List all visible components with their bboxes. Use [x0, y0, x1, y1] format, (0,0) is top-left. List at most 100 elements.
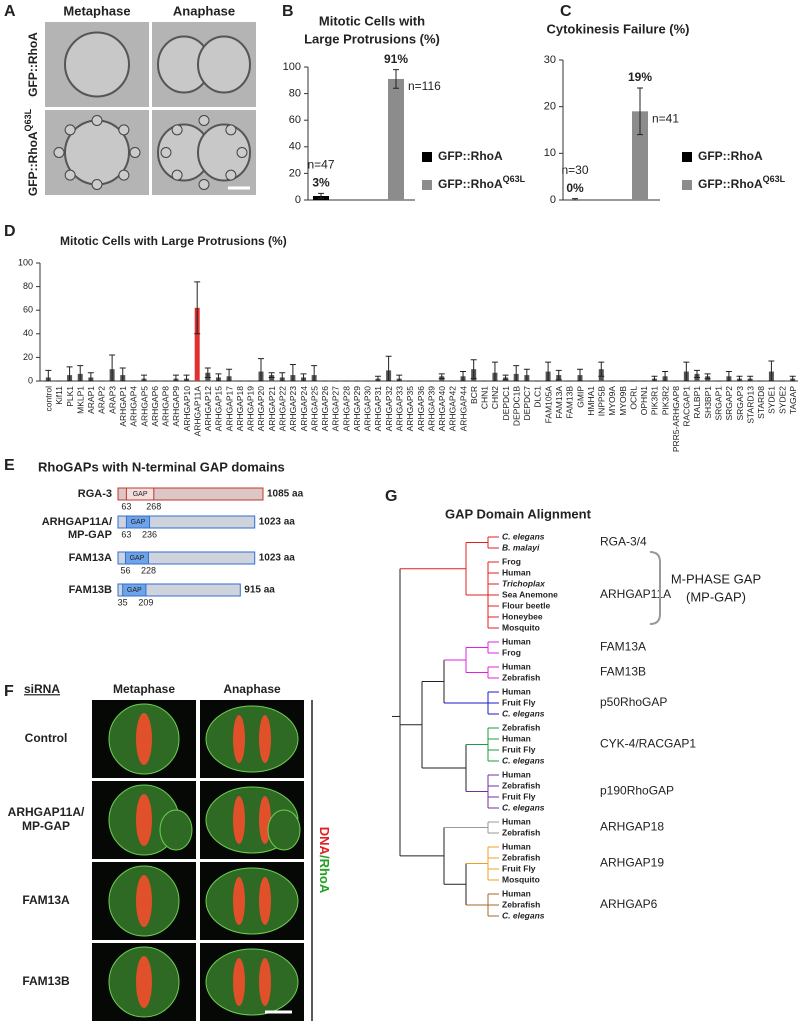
x-tick-label: PIK3R2 — [660, 386, 670, 416]
clade-label: ARHGAP18 — [600, 820, 664, 834]
row-label-text: GFP::RhoA — [26, 32, 40, 97]
error-bar — [789, 375, 796, 382]
y-tick-label: 30 — [544, 54, 556, 66]
bleb — [198, 179, 210, 190]
x-tick-label: HMHA1 — [586, 386, 596, 416]
x-tick-label: ARHGAP24 — [299, 386, 309, 432]
x-tick-label: CHN1 — [480, 386, 490, 409]
chromosomes — [259, 958, 271, 1006]
leaf-label: Zebrafish — [502, 827, 540, 837]
x-tick-label: DEPDC1B — [511, 386, 521, 426]
error-bar — [268, 372, 275, 378]
error-bar — [318, 192, 324, 200]
annotation: n=41 — [652, 112, 679, 126]
end-label: 236 — [142, 529, 157, 539]
leaf-label: Mosquito — [502, 622, 540, 632]
x-tick-label: BCR — [469, 386, 479, 404]
leaf-label: Frog — [502, 647, 521, 657]
x-tick-label: PLK1 — [65, 386, 75, 407]
x-tick-label: SH3BP1 — [703, 386, 713, 419]
leaf-label: Fruit Fly — [502, 744, 536, 754]
protein-bar — [117, 551, 256, 565]
x-tick-label: RACGAP1 — [682, 386, 692, 427]
chart-title: Cytokinesis Failure (%) — [546, 21, 689, 36]
error-bar — [736, 375, 743, 382]
length-label: 1085 aa — [267, 489, 304, 500]
chromosomes — [136, 713, 152, 765]
start-label: 63 — [121, 501, 131, 511]
x-tick-label: DLC1 — [533, 386, 543, 408]
x-tick-label: ARHGAP28 — [341, 386, 351, 432]
x-tick-label: RALBP1 — [692, 386, 702, 419]
leaf-label: Human — [502, 888, 531, 898]
chromosomes — [136, 956, 152, 1008]
bleb — [159, 809, 193, 851]
bleb — [129, 147, 141, 158]
clade-label: ARHGAP19 — [600, 856, 664, 870]
chromosomes — [259, 715, 271, 763]
leaf-label: Zebrafish — [502, 722, 540, 732]
error-bar — [183, 374, 190, 382]
protein-name: RGA-3 — [78, 488, 112, 500]
clade-label: ARHGAP6 — [600, 897, 658, 911]
legend-label: GFP::RhoAQ63L — [438, 174, 526, 191]
end-label: 209 — [138, 597, 153, 607]
y-tick-label: 100 — [283, 61, 301, 73]
stain-text: /RhoA — [317, 855, 332, 894]
bleb — [198, 115, 210, 126]
chromosomes — [136, 875, 152, 927]
leaf-label: C. elegans — [502, 708, 545, 718]
row-label: FAM13A — [22, 893, 70, 907]
x-tick-label: TAGAP — [788, 386, 798, 415]
x-tick-label: ARHGAP20 — [256, 386, 266, 432]
error-bar — [545, 361, 552, 382]
bleb — [91, 115, 103, 126]
x-tick-label: ARAP3 — [107, 386, 117, 414]
error-bar — [279, 372, 286, 382]
error-bar — [725, 371, 732, 382]
leaf-label: Human — [502, 769, 531, 779]
chromosomes — [233, 796, 245, 844]
error-bar — [693, 369, 700, 378]
x-tick-label: DEPDC1 — [501, 386, 511, 421]
x-tick-label: SYDE1 — [767, 386, 777, 414]
bar — [632, 111, 648, 200]
y-tick-label: 80 — [289, 88, 301, 100]
bleb — [171, 169, 183, 181]
x-tick-label: ARHGAP25 — [309, 386, 319, 432]
leaf-label: Zebrafish — [502, 899, 540, 909]
row-label: GFP::RhoA — [26, 32, 40, 97]
legend-name: GFP::RhoA — [438, 177, 503, 191]
x-tick-label: FAM13B — [565, 386, 575, 419]
error-bar — [438, 373, 445, 380]
error-bar — [204, 367, 211, 378]
error-bar — [651, 375, 658, 382]
y-tick-label: 20 — [289, 167, 301, 179]
end-label: 268 — [146, 501, 161, 511]
error-bar — [460, 371, 467, 382]
leaf-label: Human — [502, 841, 531, 851]
bar — [194, 307, 200, 381]
bracket-label: (MP-GAP) — [686, 589, 746, 604]
x-tick-label: ARHGAP21 — [267, 386, 277, 432]
error-bar — [226, 368, 233, 382]
chromosomes — [136, 794, 152, 846]
length-label: 1023 aa — [259, 553, 296, 564]
x-tick-label: ARHGAP40 — [437, 386, 447, 432]
stain-text: DNA — [317, 827, 332, 856]
bleb — [64, 124, 76, 136]
error-bar — [768, 360, 775, 382]
annotation: n=30 — [561, 163, 588, 177]
x-tick-label: ARHGAP44 — [458, 386, 468, 432]
value-label: 0% — [566, 181, 584, 195]
legend-superscript: Q63L — [503, 174, 526, 184]
legend-name: GFP::RhoA — [438, 149, 503, 163]
x-tick-label: ARHGAP6 — [150, 386, 160, 427]
x-tick-label: FAM13A — [554, 386, 564, 419]
clade-label: ARHGAP11A — [600, 587, 671, 601]
leaf-label: Human — [502, 686, 531, 696]
x-tick-label: control — [44, 386, 54, 412]
x-tick-label: ARHGAP31 — [373, 386, 383, 432]
y-tick-label: 80 — [23, 281, 33, 291]
x-tick-label: SYDE2 — [777, 386, 787, 414]
